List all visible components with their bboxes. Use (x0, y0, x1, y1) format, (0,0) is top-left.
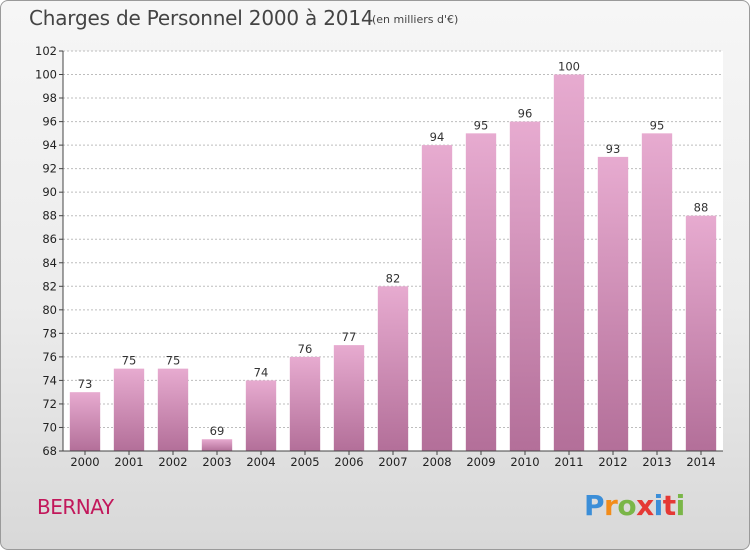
proxiti-logo: Proxiti (584, 489, 685, 522)
y-tick-label: 94 (42, 138, 57, 152)
bar-2009 (465, 133, 497, 451)
x-tick-label-2000: 2000 (70, 455, 99, 469)
x-tick-label-2005: 2005 (290, 455, 319, 469)
value-label-2010: 96 (518, 107, 533, 121)
y-axis-ticks: 68 70 72 74 76 78 80 82 84 86 88 90 92 94 96 98 100 102 (35, 44, 63, 458)
x-tick-label-2001: 2001 (114, 455, 143, 469)
value-label-2001: 75 (122, 354, 137, 368)
bar-2003 (201, 439, 233, 451)
y-tick-label: 68 (42, 444, 57, 458)
logo-letter: t (662, 489, 676, 522)
value-label-2012: 93 (606, 142, 621, 156)
y-tick-label: 88 (42, 209, 57, 223)
y-tick-label: 78 (42, 326, 57, 340)
bar-2001 (113, 368, 145, 451)
y-tick-label: 82 (42, 279, 57, 293)
bar-2007 (377, 286, 409, 451)
bars (69, 74, 717, 452)
data-labels: 73 75 75 69 74 76 77 82 94 95 96 100 93 95 88 (78, 60, 709, 439)
x-tick-label-2013: 2013 (642, 455, 671, 469)
x-tick-label-2010: 2010 (510, 455, 539, 469)
x-tick-label-2011: 2011 (554, 455, 583, 469)
x-tick-label-2004: 2004 (246, 455, 275, 469)
bar-2004 (245, 380, 277, 451)
y-tick-label: 98 (42, 91, 57, 105)
logo-letter: r (604, 489, 618, 522)
y-tick-label: 80 (42, 303, 57, 317)
bar-2005 (289, 356, 321, 451)
bar-2013 (641, 133, 673, 451)
logo-letter: i (675, 489, 686, 522)
value-label-2014: 88 (694, 201, 709, 215)
y-tick-label: 70 (42, 420, 57, 434)
bar-2002 (157, 368, 189, 451)
value-label-2004: 74 (254, 365, 269, 379)
x-tick-label-2014: 2014 (686, 455, 715, 469)
value-label-2003: 69 (210, 424, 225, 438)
bar-2010 (509, 121, 541, 452)
x-tick-label-2006: 2006 (334, 455, 363, 469)
x-tick-label-2003: 2003 (202, 455, 231, 469)
y-tick-label: 76 (42, 350, 57, 364)
value-label-2007: 82 (386, 271, 401, 285)
city-name: BERNAY (37, 495, 114, 519)
chart-subtitle: (en milliers d'€) (372, 13, 459, 26)
x-axis-ticks: 2000 2001 2002 2003 2004 2005 2006 2007 2008 2009… (70, 451, 716, 469)
logo-letter: o (617, 489, 637, 522)
y-tick-label: 96 (42, 115, 57, 129)
bar-2006 (333, 345, 365, 451)
y-tick-label: 100 (35, 68, 57, 82)
y-tick-label: 74 (42, 373, 57, 387)
y-tick-label: 84 (42, 256, 57, 270)
value-label-2013: 95 (650, 118, 665, 132)
x-tick-label-2009: 2009 (466, 455, 495, 469)
chart-title: Charges de Personnel 2000 à 2014 (29, 6, 374, 30)
x-tick-label-2002: 2002 (158, 455, 187, 469)
x-tick-label-2012: 2012 (598, 455, 627, 469)
x-tick-label-2007: 2007 (378, 455, 407, 469)
y-tick-label: 102 (35, 44, 57, 58)
y-tick-label: 92 (42, 162, 57, 176)
y-tick-label: 90 (42, 185, 57, 199)
logo-letter: P (584, 489, 605, 522)
value-label-2005: 76 (298, 342, 313, 356)
logo-letter: x (636, 489, 654, 522)
value-label-2009: 95 (474, 118, 489, 132)
value-label-2008: 94 (430, 130, 445, 144)
logo-letter: i (653, 489, 664, 522)
value-label-2002: 75 (166, 354, 181, 368)
x-tick-label-2008: 2008 (422, 455, 451, 469)
value-label-2000: 73 (78, 377, 93, 391)
bar-2014 (685, 215, 717, 451)
bar-2011 (553, 74, 585, 451)
bar-2000 (69, 392, 101, 451)
value-label-2006: 77 (342, 330, 357, 344)
bar-2008 (421, 145, 453, 451)
bar-2012 (597, 156, 629, 451)
y-tick-label: 72 (42, 397, 57, 411)
value-label-2011: 100 (558, 60, 580, 74)
y-tick-label: 86 (42, 232, 57, 246)
